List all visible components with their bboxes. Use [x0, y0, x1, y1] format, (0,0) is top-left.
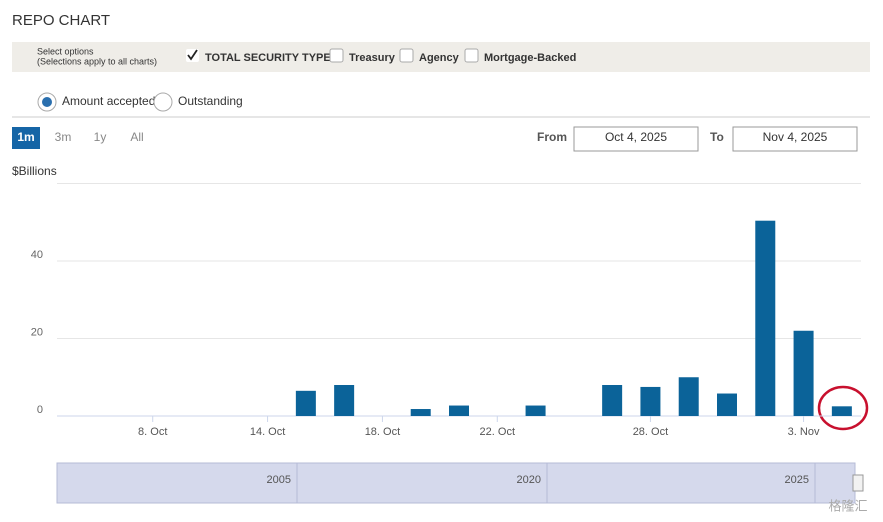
- to-input[interactable]: [732, 126, 858, 152]
- x-tick-label: 14. Oct: [250, 426, 285, 438]
- range-label[interactable]: 3m: [55, 130, 72, 144]
- options-note: (Selections apply to all charts): [37, 56, 157, 66]
- checkbox-label: Agency: [419, 52, 460, 64]
- navigator-label: 2025: [785, 474, 809, 486]
- bar: [525, 405, 546, 416]
- navigator-handle[interactable]: [852, 474, 864, 492]
- bar: [793, 330, 814, 416]
- x-tick-label: 18. Oct: [365, 426, 400, 438]
- x-tick-label: 28. Oct: [633, 426, 668, 438]
- to-label: To: [710, 130, 724, 144]
- bar: [678, 377, 699, 416]
- range-label[interactable]: 1y: [94, 130, 107, 144]
- checkbox[interactable]: [329, 48, 344, 63]
- bar: [640, 386, 661, 416]
- navigator-label: 2020: [517, 474, 541, 486]
- page-title: REPO CHART: [12, 12, 110, 29]
- navigator[interactable]: [56, 462, 856, 504]
- checkbox-label: Mortgage-Backed: [484, 52, 576, 64]
- radio[interactable]: [153, 92, 173, 112]
- from-label: From: [537, 130, 567, 144]
- checkmark: [187, 49, 198, 61]
- highlight-circle: [817, 385, 869, 431]
- bar: [449, 405, 469, 416]
- range-label[interactable]: 1m: [17, 130, 34, 144]
- x-tick-label: 8. Oct: [138, 426, 167, 438]
- radio-dot: [42, 97, 52, 107]
- radio-label: Amount accepted: [62, 94, 155, 108]
- bar: [602, 385, 623, 416]
- y-axis-label: $Billions: [12, 164, 57, 178]
- range-label[interactable]: All: [130, 130, 143, 144]
- watermark: 格隆汇: [828, 498, 867, 513]
- radio-label: Outstanding: [178, 94, 243, 108]
- checkbox[interactable]: [464, 48, 479, 63]
- checkbox-label: Treasury: [349, 52, 396, 64]
- bar: [410, 409, 431, 416]
- from-input[interactable]: [573, 126, 699, 152]
- y-tick-label: 20: [31, 326, 43, 338]
- navigator-label: 2005: [267, 474, 291, 486]
- checkbox-label: TOTAL SECURITY TYPES: [205, 52, 338, 64]
- bar: [717, 393, 737, 416]
- bar: [755, 220, 776, 416]
- to-value: Nov 4, 2025: [763, 130, 828, 144]
- y-tick-label: 40: [31, 249, 43, 261]
- bar: [831, 406, 852, 416]
- bar: [334, 385, 355, 416]
- range-button[interactable]: [12, 127, 40, 149]
- options-bar: [12, 42, 870, 72]
- from-value: Oct 4, 2025: [605, 130, 667, 144]
- options-label: Select options: [37, 46, 94, 56]
- checkbox[interactable]: [399, 48, 414, 63]
- y-tick-label: 0: [37, 404, 43, 416]
- x-tick-label: 22. Oct: [480, 426, 515, 438]
- bar: [295, 390, 316, 416]
- x-tick-label: 3. Nov: [788, 426, 820, 438]
